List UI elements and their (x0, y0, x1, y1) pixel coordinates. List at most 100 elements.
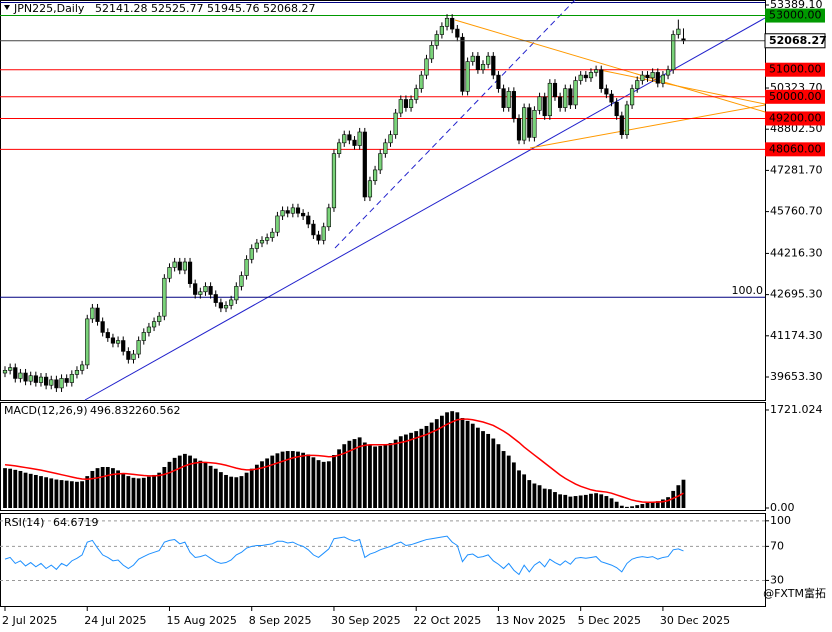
macd-bar (578, 495, 583, 509)
macd-bar (49, 478, 54, 509)
candle-body (295, 207, 301, 214)
macd-bar (203, 463, 208, 509)
macd-bar (183, 453, 187, 509)
macd-bar (553, 492, 557, 509)
macd-bar (537, 485, 542, 509)
macd-bar (563, 494, 568, 509)
candle-body (100, 321, 105, 333)
candle-body (522, 107, 527, 141)
candle-body (33, 375, 38, 383)
candle-body (265, 237, 270, 241)
candle-body (198, 291, 203, 295)
macd-bar (85, 476, 90, 509)
level-label-box (765, 8, 825, 23)
indicator-title: RSI(14) (4, 516, 44, 529)
x-tick-label: 2 Jul 2025 (2, 614, 57, 627)
candle-body (511, 91, 516, 119)
candle-body (223, 305, 229, 309)
x-tick-label: 15 Aug 2025 (166, 614, 236, 627)
level-label-box (765, 89, 825, 104)
candle-body (38, 376, 44, 383)
macd-bar (445, 412, 449, 509)
macd-bar (440, 415, 444, 509)
candle-body (593, 69, 599, 73)
macd-bar (542, 488, 547, 509)
candle-body (74, 370, 80, 375)
triangle-line (529, 104, 766, 149)
macd-bar (316, 460, 321, 509)
candle-body (2, 370, 8, 374)
candle-body (203, 286, 208, 293)
macd-bar (326, 461, 331, 509)
macd-bar (8, 468, 13, 509)
candle-body (172, 261, 177, 268)
macd-bar (496, 444, 501, 509)
macd-bar (13, 469, 18, 509)
macd-bar (198, 460, 203, 509)
signal-line (4, 418, 684, 504)
macd-bar (116, 470, 120, 509)
y-tick-label: 70 (770, 539, 784, 552)
candle-body (486, 55, 491, 65)
candle-body (352, 139, 357, 146)
candle-body (177, 261, 182, 271)
indicator-value: 260.562 (135, 404, 181, 417)
candle-body (434, 34, 439, 46)
ohlc-value: 52525.77 (151, 2, 204, 15)
fibo-label: 161.8 (732, 0, 764, 3)
candle-body (537, 96, 542, 111)
macd-bar (193, 458, 198, 509)
y-tick-label: 45760.70 (770, 205, 823, 218)
candle-body (650, 72, 655, 79)
candle-body (367, 180, 373, 198)
y-tick-label: 53389.10 (770, 0, 823, 11)
macd-bar (419, 428, 424, 509)
candle-body (563, 88, 568, 108)
indicator-value: 496.832 (90, 404, 136, 417)
macd-bar (172, 457, 177, 509)
y-tick-label: 39653.30 (770, 370, 823, 383)
candle-body (69, 374, 74, 383)
macd-bar (157, 472, 162, 509)
current-price-label: 52068.27 (769, 34, 827, 47)
candle-body (660, 74, 666, 84)
trend-line (84, 17, 766, 401)
candle-body (131, 353, 136, 360)
candle-body (347, 134, 352, 141)
candle-body (378, 153, 383, 171)
macd-bar (568, 496, 573, 509)
y-tick-label: 30 (770, 573, 784, 586)
macd-bar (465, 420, 470, 509)
candle-body (588, 72, 594, 79)
macd-bar (234, 477, 239, 509)
macd-bar (491, 438, 496, 509)
current-price-box (764, 33, 826, 49)
macd-bar (3, 468, 7, 509)
macd-bar (604, 496, 609, 509)
macd-bar (208, 465, 213, 509)
triangle-line (599, 69, 766, 105)
channel-line (334, 0, 576, 249)
macd-bar (321, 461, 326, 509)
candle-body (54, 379, 59, 389)
candle-body (455, 28, 460, 38)
candle-body (547, 82, 552, 117)
macd-bar (414, 431, 419, 509)
candle-body (609, 93, 614, 103)
candle-body (259, 240, 265, 244)
x-tick-label: 5 Dec 2025 (578, 614, 641, 627)
candle-body (90, 307, 95, 320)
level-label: 49200.00 (769, 111, 822, 124)
macd-bar (75, 481, 79, 509)
macd-bar (424, 425, 429, 509)
candle-body (121, 340, 126, 352)
macd-bar (619, 505, 624, 509)
ohlc-value: 52141.28 (95, 2, 148, 15)
candle-body (424, 58, 429, 76)
candle-body (506, 91, 511, 108)
candle-body (491, 55, 496, 76)
macd-bar (95, 468, 100, 509)
candle-body (151, 321, 157, 328)
chart-title: JPN225,Daily (13, 2, 85, 15)
